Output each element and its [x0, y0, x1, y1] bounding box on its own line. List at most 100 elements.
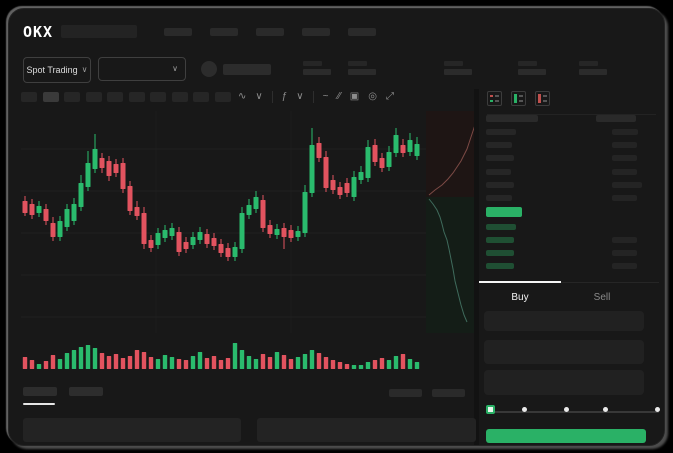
active-tab-indicator: [479, 281, 561, 283]
ask-amount-skeleton: [612, 195, 637, 201]
bid-price-skeleton: [486, 224, 516, 230]
ask-amount-skeleton: [612, 169, 637, 175]
depth-curves: [428, 114, 479, 323]
volume-bars: [22, 343, 420, 369]
nav-item-skeleton[interactable]: [210, 28, 238, 36]
stat-label-skeleton: [348, 61, 367, 66]
nav-item-skeleton[interactable]: [348, 28, 376, 36]
tab-sell[interactable]: Sell: [593, 292, 611, 303]
bid-amount-skeleton: [612, 237, 637, 243]
total-input[interactable]: [484, 370, 644, 395]
ask-price-skeleton: [486, 142, 512, 148]
settings-icon[interactable]: ◎: [368, 91, 377, 102]
bottom-tab-active-indicator: [23, 403, 55, 405]
okx-logo[interactable]: OKX: [23, 23, 54, 41]
ask-price-skeleton: [486, 169, 511, 175]
ticker-stat-skeleton: [444, 61, 472, 75]
bottom-tab-orders[interactable]: [23, 387, 57, 396]
slider-stop-dot[interactable]: [602, 407, 608, 412]
app-window: OKX Spot Trading ∨ ∨ ∿ ∨ ƒ ∨ ~ ⁄⁄ ▣ ◎ ⤢: [8, 8, 665, 446]
stat-value-skeleton: [444, 69, 472, 75]
stat-label-skeleton: [303, 61, 322, 66]
open-orders-panel-skeleton: [23, 418, 241, 442]
pair-selector-dropdown[interactable]: ∨: [98, 57, 186, 81]
pair-name-skeleton: [223, 64, 271, 75]
timeframe-button-skeleton[interactable]: [107, 92, 123, 102]
stat-label-skeleton: [579, 61, 598, 66]
stat-label-skeleton: [518, 61, 537, 66]
timeframe-button-skeleton[interactable]: [64, 92, 80, 102]
ask-price-skeleton: [486, 155, 514, 161]
screenshot-icon[interactable]: ▣: [349, 91, 360, 102]
ask-amount-skeleton: [612, 142, 637, 148]
orderbook-price-header-skeleton: [486, 115, 538, 122]
orderbook-layout-combined-icon[interactable]: [487, 91, 502, 106]
bottom-action-skeleton[interactable]: [389, 389, 422, 397]
ask-price-skeleton: [486, 129, 516, 135]
timeframe-button-skeleton[interactable]: [214, 92, 231, 102]
buy-submit-button[interactable]: [486, 429, 646, 443]
market-type-label: Spot Trading: [26, 65, 78, 75]
candlestick-chart[interactable]: [21, 111, 426, 333]
timeframe-button-skeleton[interactable]: [150, 92, 166, 102]
chevron-down-icon: ∨: [172, 64, 178, 73]
ticker-stat-skeleton: [303, 61, 331, 75]
orderbook-layout-asks-icon[interactable]: [535, 91, 550, 106]
line-tool-icon[interactable]: ~: [322, 91, 329, 102]
nav-item-skeleton[interactable]: [164, 28, 192, 36]
bid-amount-skeleton: [612, 263, 637, 269]
stat-value-skeleton: [348, 69, 376, 75]
bottom-tab-history[interactable]: [69, 387, 103, 396]
toolbar-separator: [312, 91, 314, 103]
chart-type-icon[interactable]: ∿: [238, 91, 247, 102]
orderbook-layout-bids-icon[interactable]: [511, 91, 526, 106]
indicators-chevron-icon[interactable]: ∨: [296, 91, 304, 102]
orderbook-last-price[interactable]: [486, 207, 522, 217]
nav-item-skeleton[interactable]: [302, 28, 330, 36]
bid-price-skeleton: [486, 237, 514, 243]
amount-slider-track[interactable]: [487, 411, 659, 413]
trade-tab-bar: Buy Sell: [479, 281, 659, 309]
ticker-stat-skeleton: [518, 61, 546, 75]
ask-amount-skeleton: [612, 155, 637, 161]
draw-tool-icon[interactable]: ⁄⁄: [337, 91, 341, 102]
bid-amount-skeleton: [612, 250, 637, 256]
indicators-icon[interactable]: ƒ: [281, 91, 288, 102]
orderbook-view-toggles: [487, 91, 656, 115]
header-nav: [164, 28, 376, 36]
header-search-skeleton[interactable]: [61, 25, 137, 38]
stat-value-skeleton: [303, 69, 331, 75]
price-input[interactable]: [484, 311, 644, 331]
timeframe-button-skeleton[interactable]: [128, 92, 145, 102]
amount-input[interactable]: [484, 340, 644, 364]
fullscreen-icon[interactable]: ⤢: [385, 91, 394, 102]
slider-stop-dot[interactable]: [563, 407, 569, 412]
trade-sidebar: Buy Sell: [479, 9, 664, 445]
slider-stop-dot[interactable]: [521, 407, 527, 412]
toolbar-separator: [271, 91, 273, 103]
bid-price-skeleton: [486, 250, 514, 256]
timeframe-button-skeleton[interactable]: [171, 92, 188, 102]
orderbook-amount-header-skeleton: [596, 115, 636, 122]
amount-slider-handle[interactable]: [486, 405, 495, 414]
depth-asks-area: [426, 111, 479, 197]
tab-buy[interactable]: Buy: [511, 292, 529, 303]
panel-divider: [474, 89, 479, 445]
timeframe-button-skeleton[interactable]: [85, 92, 102, 102]
ticker-stat-skeleton: [579, 61, 607, 75]
timeframe-button-skeleton[interactable]: [21, 92, 37, 102]
ask-price-skeleton: [486, 195, 512, 201]
market-type-selector[interactable]: Spot Trading ∨: [23, 57, 91, 83]
nav-item-skeleton[interactable]: [256, 28, 284, 36]
ask-price-skeleton: [486, 182, 514, 188]
timeframe-button-skeleton[interactable]: [42, 92, 59, 102]
timeframe-button-skeleton[interactable]: [193, 92, 209, 102]
ask-amount-skeleton: [612, 182, 642, 188]
chart-tool-icons: ∿ ∨ ƒ ∨ ~ ⁄⁄ ▣ ◎ ⤢: [238, 90, 394, 104]
stat-value-skeleton: [518, 69, 546, 75]
coin-avatar: [201, 61, 217, 77]
ticker-stat-skeleton: [348, 61, 376, 75]
slider-stop-dot[interactable]: [654, 407, 660, 412]
bottom-action-skeleton[interactable]: [432, 389, 465, 397]
chart-type-chevron-icon[interactable]: ∨: [255, 91, 263, 102]
